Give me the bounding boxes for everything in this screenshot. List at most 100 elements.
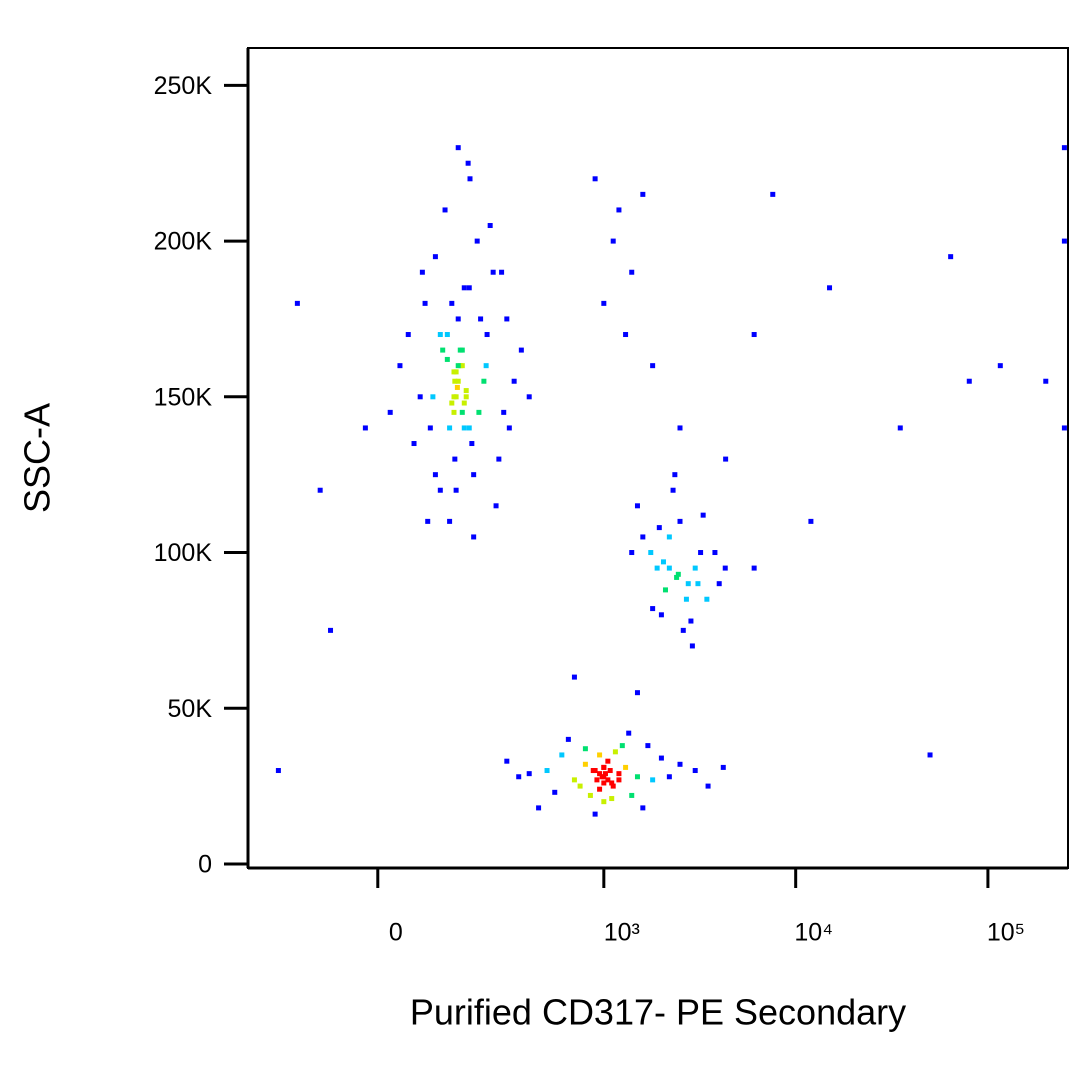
event-point — [432, 254, 438, 260]
event-point — [552, 789, 558, 795]
event-point — [658, 612, 664, 618]
event-point — [452, 378, 458, 384]
event-point — [605, 777, 611, 783]
event-point — [461, 285, 467, 291]
event-point — [427, 425, 433, 431]
event-point — [504, 316, 510, 322]
event-point — [459, 409, 465, 415]
event-point — [493, 503, 499, 509]
event-point — [1061, 425, 1067, 431]
event-point — [704, 596, 710, 602]
event-point — [444, 332, 450, 338]
event-point — [677, 518, 683, 524]
event-point — [461, 400, 467, 406]
event-point — [487, 223, 493, 229]
event-point — [626, 730, 632, 736]
event-point — [571, 674, 577, 680]
event-point — [660, 559, 666, 565]
event-point — [612, 749, 618, 755]
x-axis-title: Purified CD317- PE Secondary — [410, 992, 906, 1033]
event-point — [451, 409, 457, 415]
event-point — [571, 777, 577, 783]
event-point — [471, 534, 477, 540]
event-point — [362, 425, 368, 431]
event-point — [683, 596, 689, 602]
event-point — [478, 316, 484, 322]
event-point — [587, 792, 593, 798]
event-point — [666, 534, 672, 540]
event-point — [927, 752, 933, 758]
event-point — [674, 574, 680, 580]
event-point — [455, 145, 461, 151]
event-point — [476, 409, 482, 415]
event-point — [449, 300, 455, 306]
event-point — [634, 503, 640, 509]
event-point — [602, 771, 608, 777]
event-point — [948, 254, 954, 260]
event-point — [607, 768, 613, 774]
event-point — [616, 207, 622, 213]
event-point — [451, 369, 457, 375]
event-point — [501, 409, 507, 415]
event-point — [437, 487, 443, 493]
event-point — [601, 780, 607, 786]
event-point — [705, 783, 711, 789]
event-point — [490, 269, 496, 275]
event-point — [601, 764, 607, 770]
event-point — [601, 799, 607, 805]
event-point — [640, 534, 646, 540]
event-point — [662, 587, 668, 593]
event-point — [751, 565, 757, 571]
event-point — [466, 285, 472, 291]
event-point — [609, 796, 615, 802]
event-point — [648, 550, 654, 556]
event-point — [422, 300, 428, 306]
event-point — [463, 388, 469, 394]
event-point — [623, 332, 629, 338]
event-point — [698, 550, 704, 556]
event-point — [511, 378, 517, 384]
event-point — [599, 774, 605, 780]
x-tick-label: 0 — [389, 919, 403, 947]
event-point — [454, 384, 460, 390]
event-point — [656, 525, 662, 531]
event-point — [526, 394, 532, 400]
event-point — [966, 378, 972, 384]
event-point — [666, 565, 672, 571]
event-point — [689, 643, 695, 649]
event-point — [387, 409, 393, 415]
event-point — [712, 550, 718, 556]
event-point — [634, 690, 640, 696]
event-point — [723, 456, 729, 462]
event-point — [597, 771, 603, 777]
event-point — [437, 332, 443, 338]
event-point — [467, 176, 473, 182]
event-point — [597, 786, 603, 792]
event-point — [506, 425, 512, 431]
event-point — [629, 269, 635, 275]
event-point — [640, 191, 646, 197]
event-point — [405, 332, 411, 338]
event-point — [452, 456, 458, 462]
event-point — [601, 300, 607, 306]
event-point — [481, 378, 487, 384]
event-point — [692, 565, 698, 571]
y-tick-label: 200K — [154, 228, 213, 256]
event-point — [722, 565, 728, 571]
event-point — [397, 363, 403, 369]
event-point — [827, 285, 833, 291]
event-point — [544, 768, 550, 774]
x-tick-label: 10⁴ — [794, 919, 833, 947]
event-point — [592, 811, 598, 817]
event-point — [650, 777, 656, 783]
event-point — [610, 783, 616, 789]
event-point — [610, 238, 616, 244]
event-point — [1061, 145, 1067, 151]
event-point — [720, 764, 726, 770]
event-point — [457, 347, 463, 353]
event-point — [461, 425, 467, 431]
event-point — [463, 394, 469, 400]
event-point — [680, 627, 686, 633]
